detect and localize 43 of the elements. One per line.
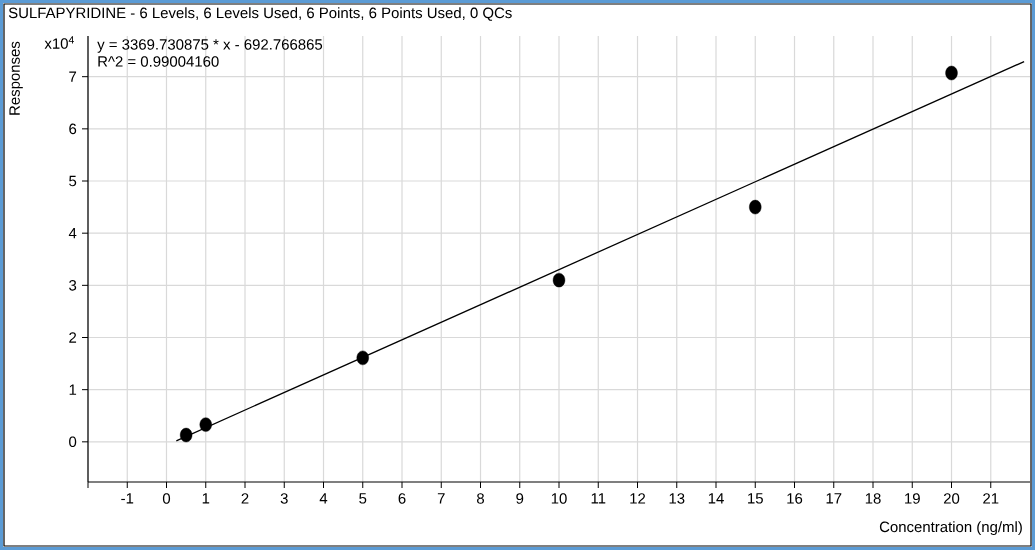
y-tick-label: 6 (69, 123, 77, 135)
x-axis-title: Concentration (ng/ml) (879, 521, 1022, 536)
annotation: y = 3369.730875 * x - 692.766865 (97, 39, 323, 53)
x-tick-label: 18 (865, 493, 881, 504)
x-tick-label: 0 (162, 493, 171, 504)
x-tick-label: -1 (121, 493, 134, 504)
point (180, 427, 193, 443)
point (199, 417, 212, 432)
x-tick-label: 6 (398, 493, 406, 504)
x-tick-label: 5 (359, 493, 367, 504)
x-tick-label: 12 (630, 493, 646, 504)
text: x10$^{4}$ (44, 36, 74, 49)
x-tick-label: 8 (477, 493, 485, 504)
point (945, 65, 958, 81)
x-tick-label: 19 (905, 493, 920, 504)
x-tick-label: 1 (202, 493, 210, 504)
y-axis-title: Responses (9, 41, 23, 115)
y-tick-label: 5 (69, 175, 77, 187)
y-tick-label: 3 (69, 280, 77, 291)
x-tick-label: 14 (708, 493, 724, 504)
y-tick-label: 0 (69, 436, 77, 448)
y-tick-label: 1 (69, 384, 77, 395)
y-tick-label: 4 (68, 228, 77, 239)
x-tick-label: 2 (241, 493, 249, 504)
y-tick-label: 2 (69, 332, 77, 343)
x-tick-label: 13 (669, 493, 685, 504)
x-tick-label: 17 (826, 493, 842, 504)
point (356, 350, 369, 366)
x-tick-label: 16 (787, 493, 803, 504)
point (749, 199, 762, 215)
x-tick-label: 10 (551, 493, 567, 504)
x-tick-label: 4 (319, 493, 328, 504)
chart-title: SULFAPYRIDINE - 6 Levels, 6 Levels Used, 6 Points, 6 Points Used, 0 QCs (8, 7, 512, 21)
x-tick-label: 7 (437, 493, 445, 504)
x-tick-label: 11 (591, 493, 606, 504)
point (552, 272, 566, 288)
x-tick-label: 20 (943, 493, 960, 504)
x-tick-label: 21 (983, 493, 999, 504)
annotation: R^2 = 0.99004160 (98, 56, 219, 67)
x-tick-label: 3 (280, 493, 288, 504)
y-tick-label: 7 (69, 71, 77, 82)
x-tick-label: 15 (748, 493, 763, 504)
x-tick-label: 9 (516, 493, 524, 504)
